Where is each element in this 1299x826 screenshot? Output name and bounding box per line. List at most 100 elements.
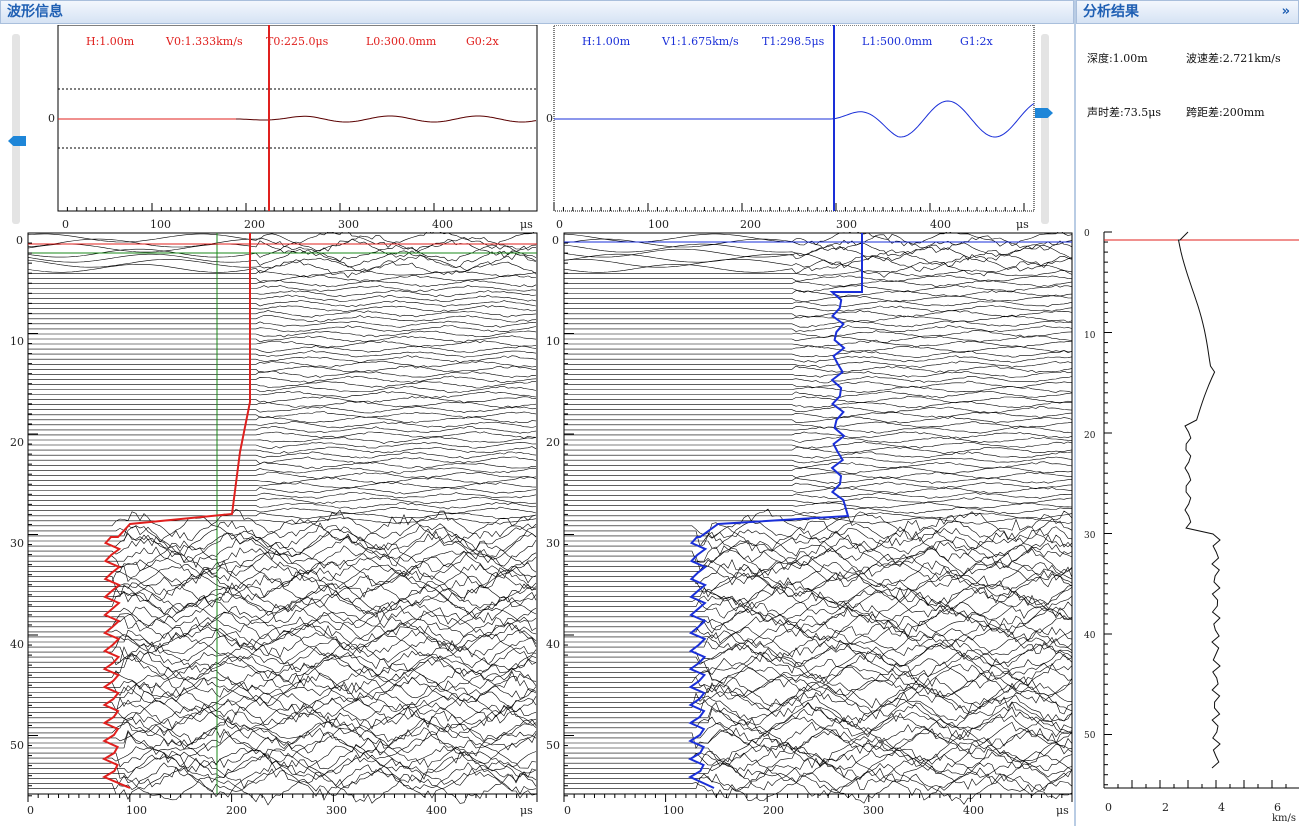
left-waveform-signal xyxy=(236,115,537,123)
expand-chevron-icon[interactable]: » xyxy=(1281,4,1290,19)
scan-trace xyxy=(28,294,537,302)
scan-trace xyxy=(28,461,536,469)
scan-trace xyxy=(28,564,537,599)
scan-trace xyxy=(564,570,1073,604)
analysis-panel-title: 分析结果 xyxy=(1083,4,1139,20)
right-x-tick-300: 300 xyxy=(836,218,857,231)
scan-trace xyxy=(564,350,1073,358)
velocity-difference-profile-plot[interactable]: 0 10 20 30 40 50 0 2 4 6 km/s xyxy=(1076,222,1299,826)
scan-trace xyxy=(28,411,537,419)
scan-trace xyxy=(28,396,537,404)
right-depth-tick-0: 0 xyxy=(552,234,559,247)
scan-trace xyxy=(28,549,537,584)
velocity-x-tick-2: 2 xyxy=(1162,801,1169,814)
scan-trace xyxy=(28,581,537,613)
scan-trace xyxy=(28,710,537,746)
left-zero-label: 0 xyxy=(48,112,55,125)
scan-trace xyxy=(564,436,1073,444)
scan-trace xyxy=(564,620,1073,655)
right-gain-slider-thumb[interactable] xyxy=(1035,108,1053,118)
scan-trace xyxy=(564,671,1073,704)
scan-trace xyxy=(563,239,1073,257)
left-x-axis-ticks xyxy=(57,203,510,211)
scan-trace xyxy=(28,602,537,633)
scan-trace xyxy=(564,630,1073,663)
left-depth-tick-0: 0 xyxy=(16,234,23,247)
right-depth-tick-30: 30 xyxy=(546,537,560,550)
left-gain-param: G0:2x xyxy=(466,35,499,48)
left-depth-tick-30: 30 xyxy=(10,537,24,550)
left-scan-x-tick-300: 300 xyxy=(326,804,347,817)
left-time-param: T0:225.0μs xyxy=(266,35,329,48)
left-single-waveform-plot[interactable]: 0 0 100 200 300 400 μs xyxy=(28,25,548,235)
scan-trace xyxy=(28,771,537,806)
left-velocity-param: V0:1.333km/s xyxy=(166,35,243,48)
scan-trace xyxy=(28,639,537,674)
scan-trace xyxy=(28,705,537,739)
scan-trace xyxy=(28,380,537,389)
left-scan-x-tick-0: 0 xyxy=(27,804,34,817)
right-x-tick-100: 100 xyxy=(648,218,669,231)
right-depth-tick-20: 20 xyxy=(546,436,560,449)
left-length-param: L0:300.0mm xyxy=(366,35,437,48)
scan-trace xyxy=(564,756,1073,791)
scan-trace xyxy=(564,518,1073,553)
scan-trace xyxy=(28,456,537,465)
right-gain-slider-track[interactable] xyxy=(1041,34,1049,224)
scan-trace xyxy=(564,309,1073,318)
scan-trace xyxy=(28,284,537,293)
left-depth-tick-20: 20 xyxy=(10,436,24,449)
scan-trace xyxy=(564,446,1073,455)
scan-trace xyxy=(564,508,1073,543)
scan-trace xyxy=(564,716,1073,750)
scan-trace xyxy=(28,670,537,704)
panel-divider[interactable] xyxy=(1074,0,1076,826)
scan-trace xyxy=(564,375,1073,384)
scan-trace xyxy=(28,661,537,695)
scan-trace xyxy=(564,586,1073,619)
scan-trace xyxy=(28,512,537,520)
right-single-waveform-plot[interactable]: 0 0 100 200 300 400 μs xyxy=(540,25,1040,235)
scan-trace xyxy=(28,436,537,444)
scan-trace xyxy=(28,666,537,699)
scan-trace xyxy=(28,727,537,760)
scan-trace xyxy=(564,559,1073,594)
scan-trace xyxy=(563,249,1073,268)
scan-trace xyxy=(28,624,537,658)
scan-trace xyxy=(563,244,1073,263)
scan-trace xyxy=(28,502,537,510)
right-scan-wave-profile[interactable]: 0 10 20 30 40 50 0 100 200 300 400 μs xyxy=(538,232,1074,826)
right-depth-tick-40: 40 xyxy=(546,638,560,651)
left-scan-x-tick-400: 400 xyxy=(426,804,447,817)
right-velocity-param: V1:1.675km/s xyxy=(662,35,739,48)
scan-trace xyxy=(28,492,537,499)
scan-trace xyxy=(564,507,1073,515)
right-x-tick-200: 200 xyxy=(740,218,761,231)
velocity-depth-tick-40: 40 xyxy=(1084,631,1096,641)
scan-trace xyxy=(28,446,537,454)
scan-trace xyxy=(28,421,537,429)
velocity-difference-curve xyxy=(1177,231,1221,769)
scan-trace xyxy=(564,657,1073,689)
scan-trace xyxy=(564,663,1073,694)
left-scan-x-unit: μs xyxy=(520,804,533,817)
left-gain-slider-thumb[interactable] xyxy=(8,136,26,146)
left-gain-slider-track[interactable] xyxy=(12,34,20,224)
left-scan-wave-profile[interactable]: 0 10 20 30 40 50 0 100 200 300 400 μs xyxy=(0,232,540,826)
scan-trace xyxy=(564,395,1073,403)
scan-trace xyxy=(564,330,1073,338)
scan-trace xyxy=(28,715,537,750)
scan-trace xyxy=(28,274,537,282)
scan-trace xyxy=(28,506,537,515)
scan-trace xyxy=(564,380,1072,388)
scan-trace xyxy=(564,721,1073,755)
right-length-param: L1:500.0mm xyxy=(862,35,933,48)
scan-trace xyxy=(28,406,537,414)
scan-trace xyxy=(28,335,537,343)
scan-trace xyxy=(28,686,537,720)
scan-trace xyxy=(28,731,537,765)
scan-trace xyxy=(28,722,537,754)
scan-trace xyxy=(564,544,1073,578)
scan-trace xyxy=(563,254,1073,272)
scan-trace xyxy=(564,712,1073,745)
